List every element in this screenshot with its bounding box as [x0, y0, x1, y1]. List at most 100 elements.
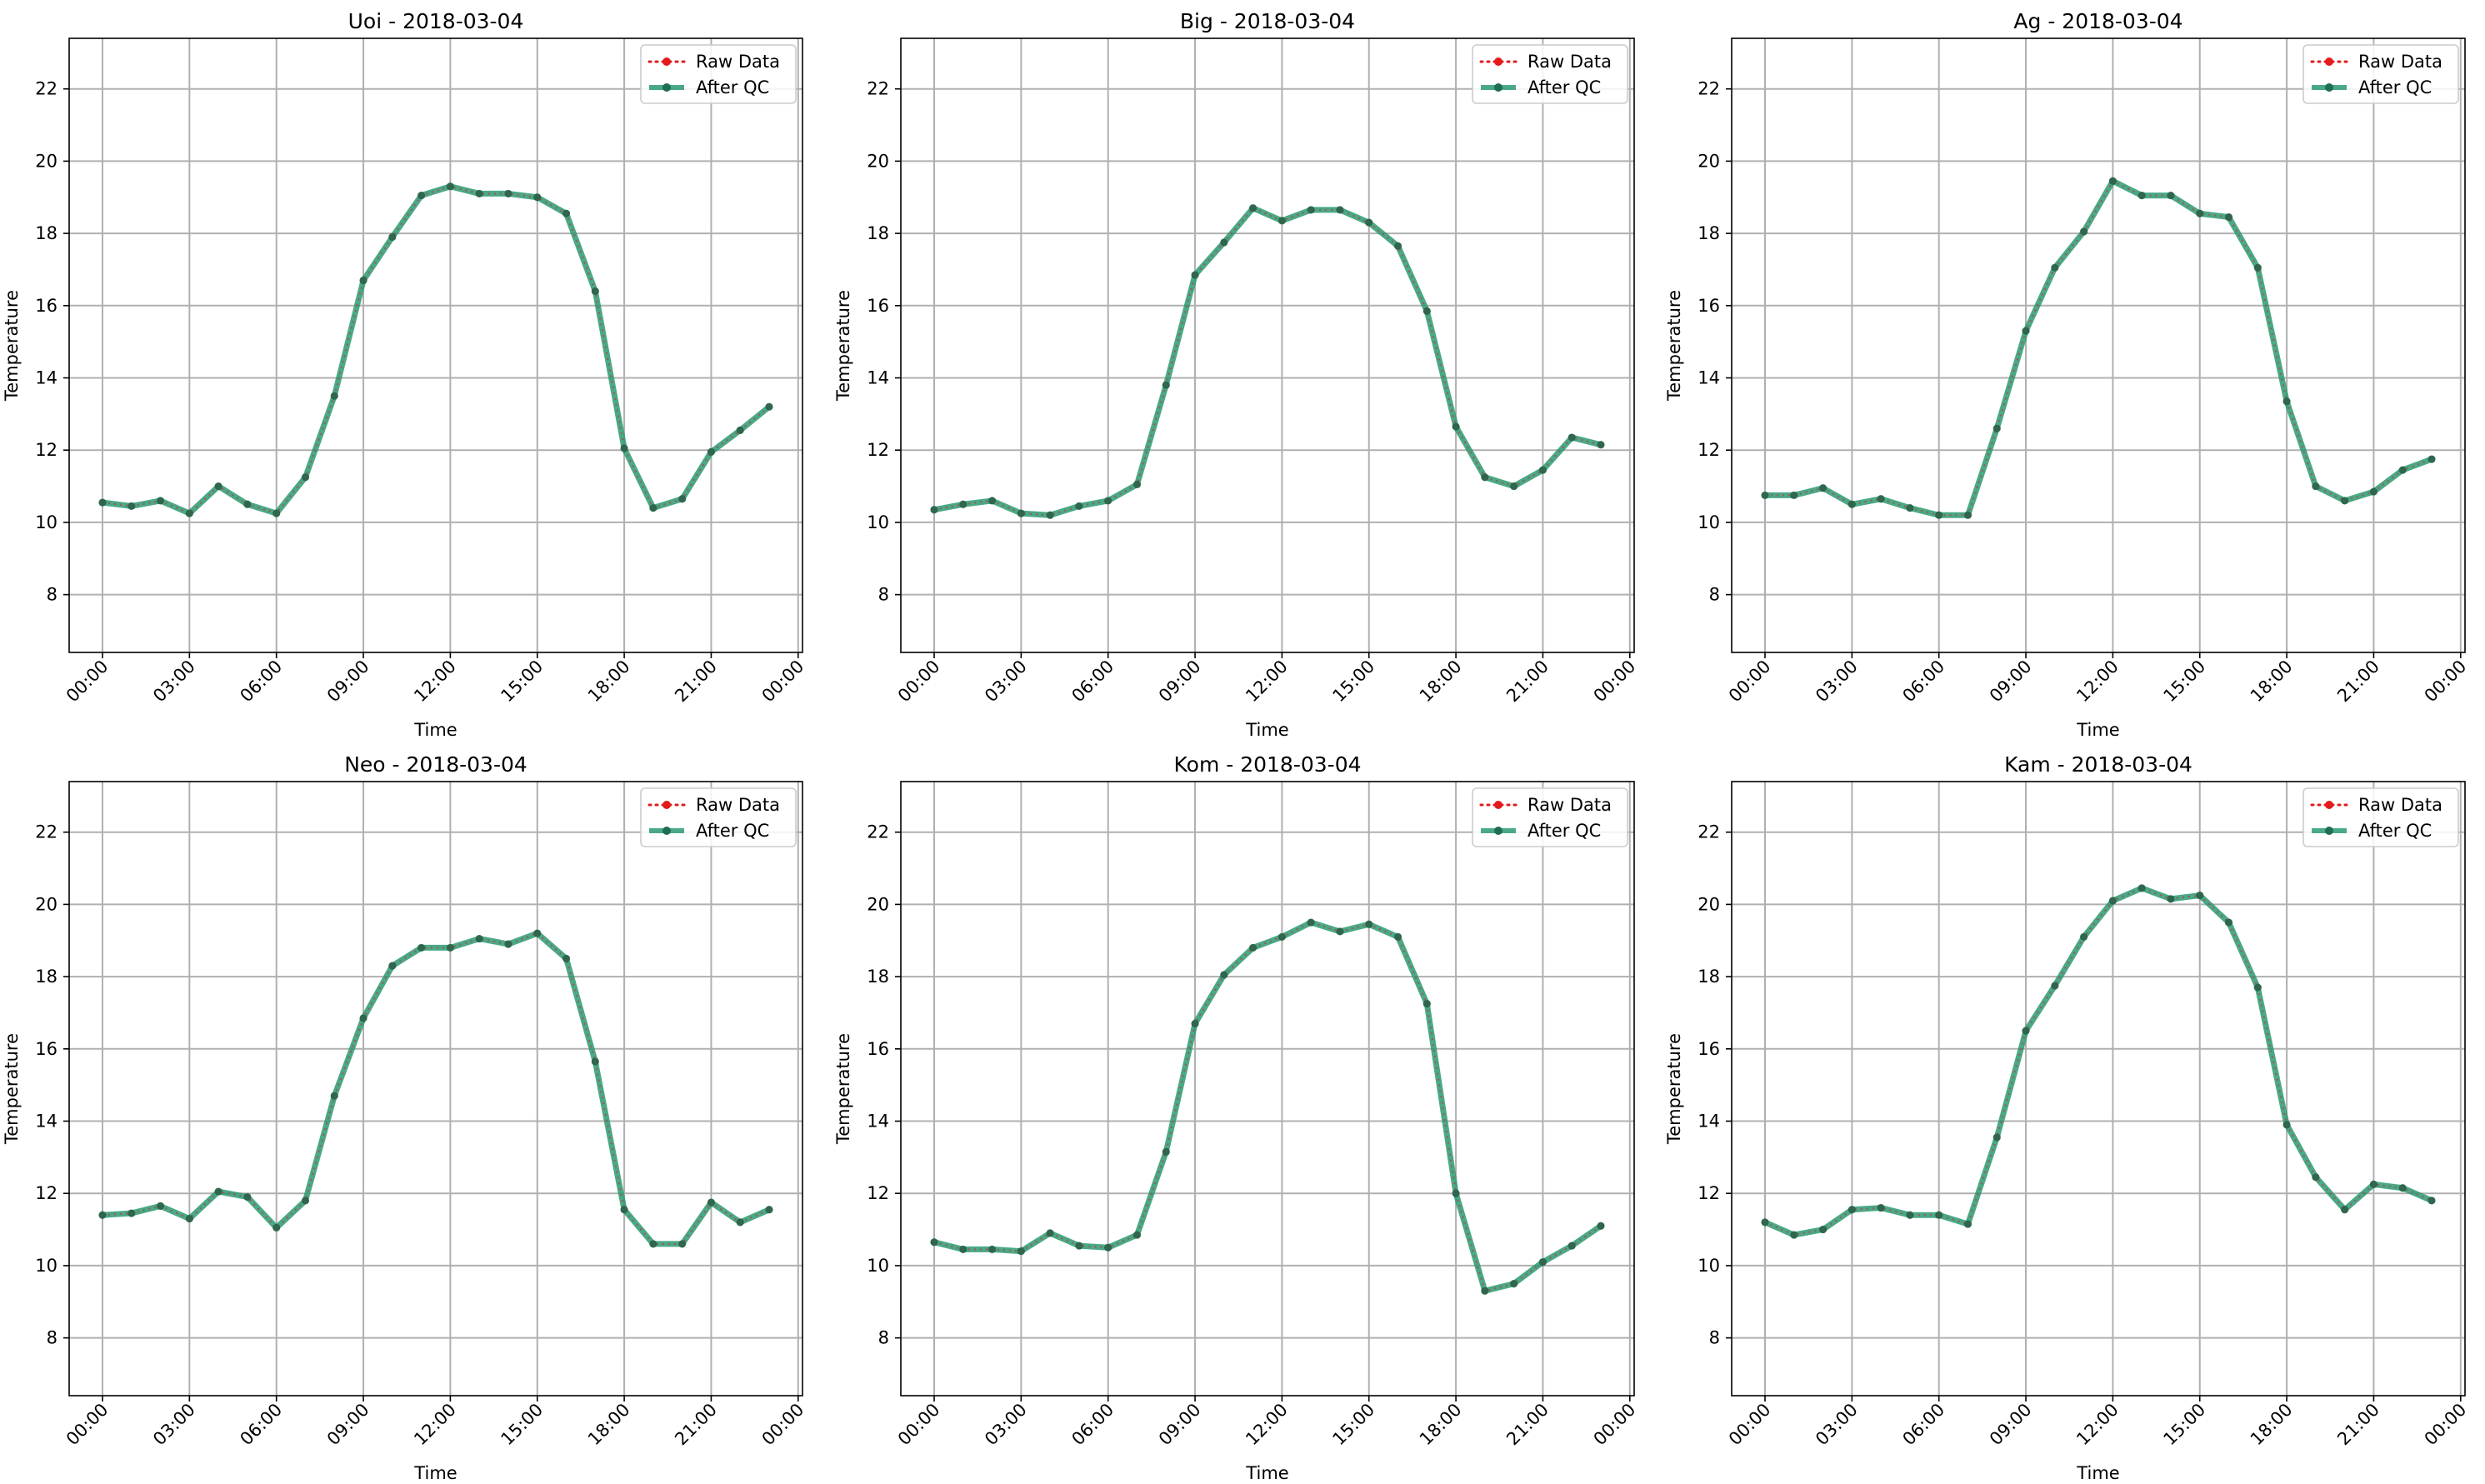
after-qc-point — [562, 954, 571, 963]
x-tick-label: 18:00 — [584, 1400, 634, 1450]
legend-raw-marker — [2325, 57, 2333, 66]
after-qc-point — [533, 193, 542, 202]
x-tick-label: 00:00 — [1725, 1400, 1775, 1450]
legend: Raw Data After QC — [2302, 787, 2459, 847]
after-qc-point — [475, 189, 483, 198]
legend-raw-marker — [1494, 57, 1502, 66]
x-axis-label: Time — [413, 720, 457, 740]
y-tick-label: 14 — [35, 1112, 58, 1132]
after-qc-point — [2253, 983, 2262, 992]
after-qc-point — [1963, 511, 1972, 519]
after-qc-point — [243, 1192, 252, 1202]
x-tick-label: 06:00 — [1898, 657, 1948, 707]
after-qc-point — [2051, 982, 2059, 990]
legend-raw-label: Raw Data — [2358, 52, 2442, 72]
x-tick-label: 15:00 — [1329, 1400, 1379, 1450]
x-tick-label: 06:00 — [236, 657, 286, 707]
legend: Raw Data After QC — [2302, 44, 2459, 104]
y-tick-label: 16 — [35, 296, 58, 316]
y-axis-label: Temperature — [833, 1033, 853, 1145]
after-qc-point — [1422, 307, 1431, 315]
legend: Raw Data After QC — [1472, 44, 1628, 104]
y-tick-label: 8 — [1709, 1328, 1720, 1348]
y-tick-label: 22 — [1698, 822, 1720, 842]
after-qc-point — [2022, 1027, 2030, 1035]
y-tick-label: 18 — [35, 223, 58, 243]
after-qc-point — [930, 506, 938, 514]
y-tick-label: 10 — [35, 1256, 58, 1276]
y-tick-label: 20 — [35, 151, 58, 171]
legend-qc-label: After QC — [2358, 77, 2432, 97]
after-qc-point — [1162, 381, 1170, 389]
y-tick-label: 8 — [1709, 585, 1720, 605]
subplot-3: 8 10 12 14 16 18 20 22 00:00 03:00 06:00 09:00 12:00… — [1664, 9, 2470, 740]
after-qc-point — [707, 1198, 716, 1207]
series-line-after-qc — [99, 183, 772, 517]
after-qc-point — [1046, 1229, 1054, 1237]
after-qc-point — [301, 473, 310, 482]
legend-qc-marker — [662, 827, 671, 835]
y-tick-label: 16 — [1698, 1039, 1720, 1059]
after-qc-point — [128, 1209, 136, 1217]
after-qc-point — [562, 209, 571, 217]
y-tick-label: 22 — [35, 79, 58, 99]
after-qc-point — [2080, 227, 2088, 236]
x-tick-label: 00:00 — [2421, 657, 2471, 707]
y-tick-label: 8 — [878, 585, 889, 605]
x-tick-label: 06:00 — [236, 1400, 286, 1450]
after-qc-point — [2253, 263, 2262, 272]
y-tick-label: 12 — [1698, 1183, 1720, 1203]
x-tick-label: 15:00 — [1329, 657, 1379, 707]
x-axis-label: Time — [1245, 720, 1288, 740]
after-qc-point — [1992, 1133, 2001, 1142]
after-qc-point — [2369, 487, 2378, 496]
after-qc-point — [388, 232, 397, 242]
after-qc-point — [1510, 482, 1518, 491]
after-qc-point — [1393, 242, 1402, 250]
x-axis-label: Time — [1245, 1463, 1288, 1483]
after-qc-point — [1906, 1211, 1914, 1219]
after-qc-point — [1790, 491, 1798, 500]
after-qc-point — [214, 1187, 222, 1196]
after-qc-point — [359, 276, 368, 285]
x-tick-label: 00:00 — [894, 657, 944, 707]
series-line-raw-data — [933, 207, 1602, 517]
after-qc-point — [1046, 511, 1054, 519]
x-tick-label: 03:00 — [1812, 657, 1862, 707]
after-qc-point — [649, 503, 658, 512]
after-qc-point — [1538, 1257, 1548, 1267]
after-qc-point — [1104, 1243, 1112, 1252]
y-tick-label: 20 — [35, 894, 58, 914]
x-tick-label: 00:00 — [1590, 657, 1640, 707]
series-line-after-qc — [99, 930, 772, 1247]
after-qc-point — [736, 1218, 744, 1227]
axes-frame — [1731, 781, 2466, 1397]
legend-qc-label: After QC — [696, 77, 769, 97]
after-qc-point — [1761, 1218, 1769, 1227]
after-qc-point — [2428, 1197, 2436, 1205]
after-qc-point — [1132, 480, 1142, 489]
subplot-6: 8 10 12 14 16 18 20 22 00:00 03:00 06:00 09:00 12:00… — [1664, 752, 2470, 1483]
x-tick-label: 18:00 — [2247, 1400, 2297, 1450]
after-qc-point — [591, 1057, 599, 1066]
series-line-after-qc — [1762, 885, 2435, 1238]
legend-raw-marker — [2325, 801, 2333, 809]
y-tick-label: 22 — [867, 822, 889, 842]
after-qc-point — [1877, 1203, 1885, 1212]
after-qc-point — [418, 943, 426, 952]
after-qc-point — [2398, 466, 2407, 474]
after-qc-point — [1992, 424, 2001, 432]
after-qc-point — [98, 498, 107, 507]
axes-frame — [900, 37, 1635, 653]
x-tick-label: 18:00 — [1416, 1400, 1466, 1450]
legend-qc-label: After QC — [1528, 821, 1601, 841]
axes-frame — [900, 781, 1635, 1397]
after-qc-point — [1307, 206, 1315, 214]
after-qc-point — [1422, 1000, 1431, 1008]
after-qc-point — [504, 189, 512, 198]
y-tick-label: 16 — [35, 1039, 58, 1059]
y-tick-label: 18 — [867, 967, 889, 987]
x-tick-label: 03:00 — [981, 657, 1031, 707]
subplot-title: Kam - 2018-03-04 — [2004, 752, 2192, 777]
